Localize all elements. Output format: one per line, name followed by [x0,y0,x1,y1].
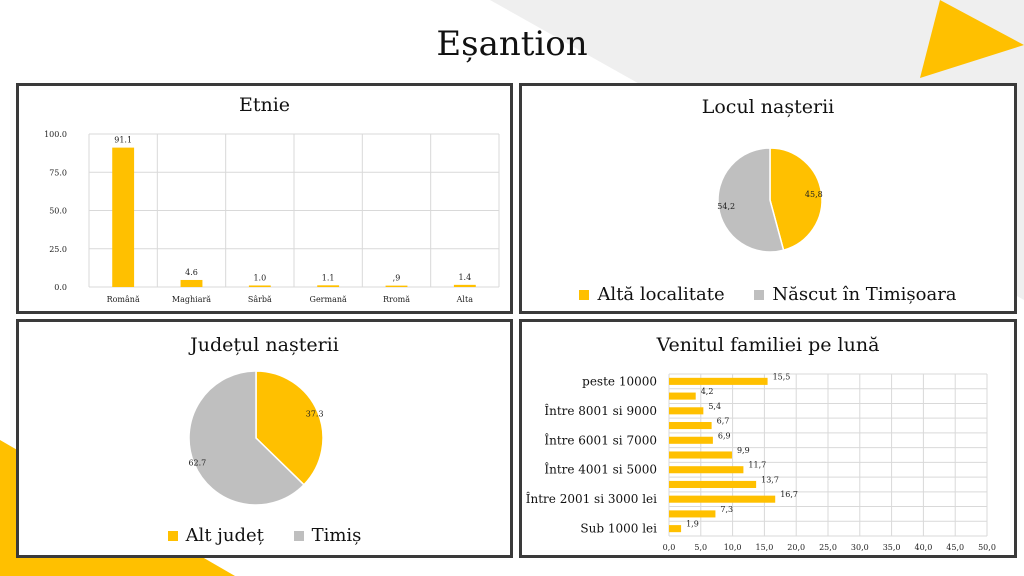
bar [669,436,713,444]
legend-item: Alt județ [167,525,264,546]
legend-item: Altă localitate [579,284,725,305]
x-tick-label: Sârbă [248,295,272,304]
x-tick-label: 15,0 [755,543,773,552]
data-label: 62.7 [188,459,206,468]
x-tick-label: Germană [310,295,347,304]
legend-label: Alt județ [185,525,264,546]
y-tick-label: 50.0 [49,207,67,216]
legend-item: Născut în Timișoara [754,284,957,305]
data-label: 6,7 [717,417,730,426]
data-label: 9,9 [737,446,750,455]
y-tick-label: 25.0 [49,245,67,254]
bar [669,525,682,533]
data-label: 1.0 [253,273,266,282]
chart-title-judetul-nasterii: Județul nașterii [190,334,339,356]
data-label: 4.6 [185,268,198,277]
bar [669,377,768,385]
chart-title-etnie: Etnie [238,94,291,116]
bar [112,147,135,287]
x-tick-label: Maghiară [172,295,211,304]
panel-etnie: Etnie 0.0 25.0 50.0 75.0 100.0 91.1 Română 4.6 M… [16,83,513,314]
x-tick-label: 10,0 [724,543,742,552]
slide-title: Eșantion [436,24,588,64]
bar [669,495,776,503]
y-tick-label: Între 6001 si 7000 [544,432,657,447]
bar [669,480,757,488]
bar [669,422,712,430]
x-tick-label: 30,0 [851,543,869,552]
data-label: 15,5 [773,372,791,381]
x-tick-label: Alta [456,295,474,304]
y-tick-label: 75.0 [49,168,67,177]
x-tick-label: Rromă [383,295,410,304]
y-tick-label: Între 2001 si 3000 lei [526,491,657,506]
bar [317,285,340,287]
chart-locul-nasterii: 45,8 54,2 [717,147,823,253]
data-label: 5,4 [708,402,721,411]
panel-judetul-nasterii: Județul nașterii 37.3 62.7 Alt județ Timi… [16,319,513,558]
panel-locul-nasterii: Locul nașterii 45,8 54,2 Altă localitate … [519,83,1017,314]
x-tick-label: 35,0 [883,543,901,552]
chart-etnie: 0.0 25.0 50.0 75.0 100.0 91.1 Română 4.6 Maghiar… [44,130,500,304]
data-label: 91.1 [114,136,132,145]
data-label: 54,2 [717,202,735,211]
bar [669,510,716,518]
y-tick-label: Între 8001 si 9000 [544,403,657,418]
pie-slice [188,370,306,506]
bar [669,466,744,474]
y-tick-label: Între 4001 si 5000 [544,462,657,477]
data-label: 37.3 [306,409,324,418]
bar [669,392,696,400]
y-tick-label: Sub 1000 lei [580,522,657,536]
x-tick-label: 5,0 [694,543,707,552]
legend-locul-nasterii: Altă localitate Născut în Timișoara [522,284,1014,305]
data-label: 16,7 [780,490,798,499]
pie-slice [255,370,324,486]
data-label: 13,7 [761,475,779,484]
bar [385,285,408,287]
data-label: 1.4 [458,273,471,282]
data-label: 45,8 [805,190,823,199]
x-tick-label: 40,0 [914,543,932,552]
x-tick-label: 25,0 [819,543,837,552]
chart-title-locul-nasterii: Locul nașterii [701,96,835,118]
chart-venitul-familiei: 0,0 5,0 10,0 15,0 20,0 25,0 30,0 35,0 40,0 45,0 50… [526,372,996,552]
data-label: ,9 [393,274,401,283]
y-tick-label: 0.0 [54,283,67,292]
bar [248,285,271,287]
data-label: 7,3 [720,505,733,514]
legend-label: Timiș [311,525,362,546]
bar [180,279,203,287]
y-tick-label: 100.0 [44,130,67,139]
data-label: 1,9 [686,520,699,529]
x-tick-label: 0,0 [663,543,676,552]
legend-swatch [167,531,178,541]
legend-swatch [293,531,304,541]
y-tick-label: peste 10000 [582,374,657,388]
legend-label: Născut în Timișoara [772,284,957,305]
x-tick-label: 50,0 [978,543,996,552]
legend-swatch [754,290,765,300]
yellow-triangle-top-right [920,0,1024,78]
data-label: 6,9 [718,431,731,440]
data-label: 1.1 [322,273,335,282]
data-label: 11,7 [748,461,766,470]
legend-label: Altă localitate [597,284,725,305]
legend-swatch [579,290,590,300]
x-tick-label: 20,0 [787,543,805,552]
chart-judetul-nasterii: 37.3 62.7 [188,370,324,506]
bar [669,407,704,415]
chart-title-venitul-familiei: Venitul familiei pe lună [656,334,880,356]
pie-slice [717,147,785,253]
bar [669,451,732,459]
data-label: 4,2 [701,387,714,396]
legend-item: Timiș [293,525,362,546]
x-tick-label: Română [107,295,140,304]
legend-judetul-nasterii: Alt județ Timiș [19,525,510,546]
x-tick-label: 45,0 [946,543,964,552]
pie-slice [769,147,823,252]
panel-venitul-familiei: Venitul familiei pe lună 0,0 5,0 10,0 15,0 2… [519,319,1017,558]
bar [453,284,476,287]
